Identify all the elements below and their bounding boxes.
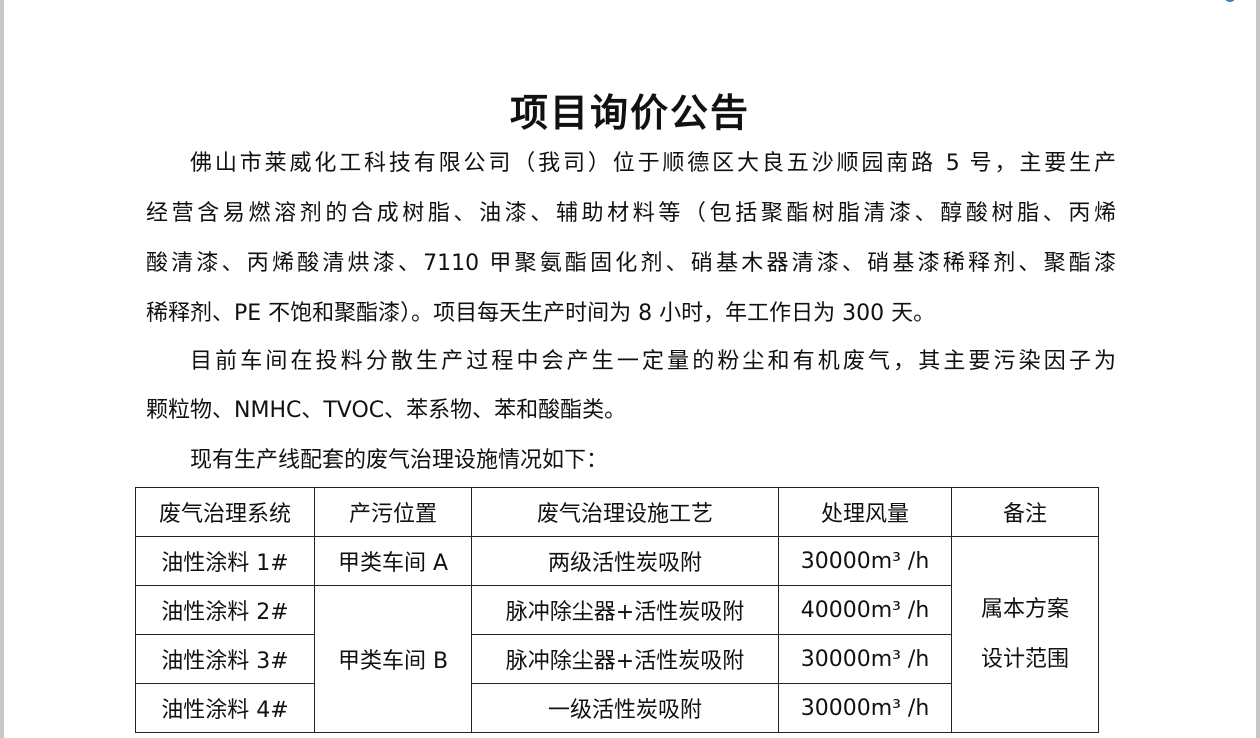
remark-line: 设计范围 xyxy=(980,646,1069,672)
header-cell: 产污位置 xyxy=(314,487,472,537)
location-cell: 甲类车间 A xyxy=(314,536,472,586)
scroll-indicator-icon[interactable] xyxy=(1225,0,1235,2)
paragraph-3-line-1: 现有生产线配套的废气治理设施情况如下： xyxy=(190,448,609,473)
process-cell: 一级活性炭吸附 xyxy=(471,683,779,733)
header-cell: 废气治理设施工艺 xyxy=(471,487,779,537)
system-cell: 油性涂料 4# xyxy=(135,683,315,733)
flow-cell: 30000m³ /h xyxy=(778,683,952,733)
table-row: 油性涂料 2# 甲类车间 B 脉冲除尘器+活性炭吸附 40000m³ /h xyxy=(135,585,1099,733)
location-cell: 甲类车间 B xyxy=(314,585,472,733)
system-cell: 油性涂料 1# xyxy=(135,536,315,586)
facility-table: 废气治理系统 产污位置 废气治理设施工艺 处理风量 备注 油性涂料 1# 甲类车… xyxy=(135,487,1099,733)
table-header-row: 废气治理系统 产污位置 废气治理设施工艺 处理风量 备注 xyxy=(135,487,1099,537)
process-cell: 脉冲除尘器+活性炭吸附 xyxy=(471,585,779,635)
flow-cell: 30000m³ /h xyxy=(778,634,952,684)
process-cell: 脉冲除尘器+活性炭吸附 xyxy=(471,634,779,684)
process-cell: 两级活性炭吸附 xyxy=(471,536,779,586)
table-row: 油性涂料 3# 脉冲除尘器+活性炭吸附 30000m³ /h xyxy=(135,634,1099,684)
flow-cell: 30000m³ /h xyxy=(778,536,952,586)
header-cell: 备注 xyxy=(951,487,1099,537)
system-cell: 油性涂料 2# xyxy=(135,585,315,635)
table-row: 油性涂料 4# 一级活性炭吸附 30000m³ /h xyxy=(135,683,1099,733)
remark-line: 属本方案 xyxy=(980,596,1069,622)
paragraph-1-line-4: 稀释剂、PE 不饱和聚酯漆）。项目每天生产时间为 8 小时，年工作日为 300 … xyxy=(146,301,936,326)
page-title: 项目询价公告 xyxy=(509,91,750,135)
flow-cell: 40000m³ /h xyxy=(778,585,952,635)
paragraph-2-line-2: 颗粒物、NMHC、TVOC、苯系物、苯和酸酯类。 xyxy=(146,398,627,423)
header-cell: 废气治理系统 xyxy=(135,487,315,537)
header-cell: 处理风量 xyxy=(778,487,952,537)
paragraph-1-line-3: 酸清漆、丙烯酸清烘漆、7110 甲聚氨酯固化剂、硝基木器清漆、硝基漆稀释剂、聚酯… xyxy=(146,251,1116,276)
window-edge-left xyxy=(0,0,4,738)
system-cell: 油性涂料 3# xyxy=(135,634,315,684)
paragraph-2-line-1: 目前车间在投料分散生产过程中会产生一定量的粉尘和有机废气，其主要污染因子为 xyxy=(190,349,1116,374)
remark-cell: 属本方案 设计范围 xyxy=(951,536,1099,733)
paragraph-1-line-2: 经营含易燃溶剂的合成树脂、油漆、辅助材料等（包括聚酯树脂清漆、醇酸树脂、丙烯 xyxy=(146,201,1116,226)
paragraph-1-line-1: 佛山市莱威化工科技有限公司（我司）位于顺德区大良五沙顺园南路 5 号，主要生产 xyxy=(190,151,1116,176)
table-row: 油性涂料 1# 甲类车间 A 两级活性炭吸附 30000m³ /h 属本方案 设… xyxy=(135,536,1099,733)
scrollbar-track[interactable] xyxy=(1256,0,1260,738)
